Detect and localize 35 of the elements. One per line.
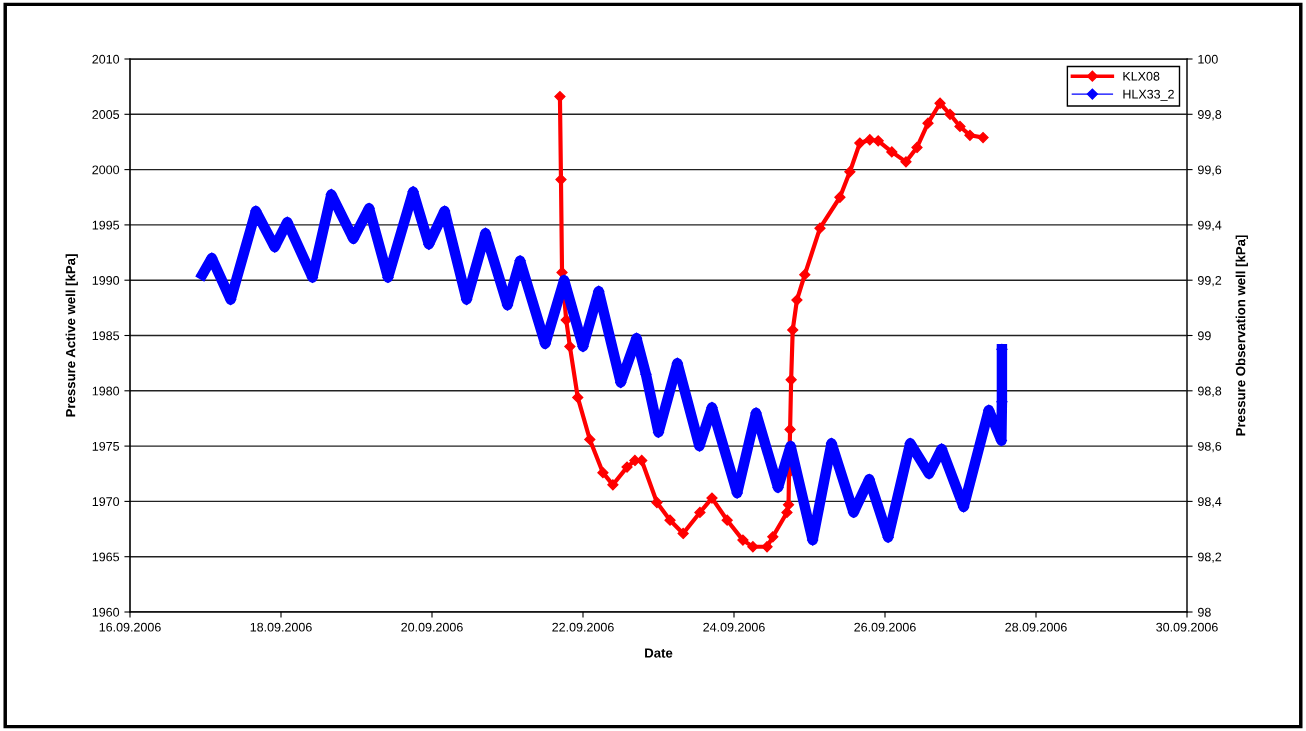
y-tick-label: 1970 — [92, 497, 120, 507]
y2-tick-label: 98,6 — [1198, 441, 1222, 453]
legend-label: HLX33_2 — [1123, 89, 1174, 101]
y2-tick-label: 99 — [1198, 331, 1211, 341]
x-tick-label: 20.09.2006 — [401, 622, 463, 632]
x-tick-label: 30.09.2006 — [1156, 622, 1218, 632]
x-tick-label: 24.09.2006 — [703, 622, 765, 632]
y-tick-label: 1960 — [92, 607, 120, 617]
y2-tick-label: 98,2 — [1198, 552, 1222, 563]
y2-axis-title: Pressure Observation well [kPa] — [1235, 235, 1248, 436]
y-tick-label: 1995 — [92, 220, 120, 230]
x-tick-label: 16.09.2006 — [99, 622, 161, 632]
y-tick-label: 1980 — [92, 386, 120, 396]
x-tick-label: 18.09.2006 — [250, 622, 312, 632]
x-tick-label: 26.09.2006 — [854, 622, 916, 632]
x-axis-title: Date — [645, 648, 673, 658]
y-tick-label: 2005 — [92, 110, 120, 119]
y2-tick-label: 99,6 — [1198, 165, 1222, 176]
legend-label: KLX08 — [1123, 71, 1160, 81]
y2-tick-label: 100 — [1198, 54, 1218, 64]
y-tick-label: 2010 — [92, 54, 120, 64]
y2-tick-label: 98 — [1198, 607, 1211, 617]
y2-tick-label: 99,8 — [1198, 110, 1222, 121]
y-tick-label: 1990 — [92, 276, 120, 285]
y2-tick-label: 98,8 — [1198, 386, 1222, 397]
y-tick-label: 1985 — [92, 331, 120, 341]
y-tick-label: 1975 — [92, 441, 120, 451]
y2-tick-label: 99,4 — [1198, 220, 1222, 232]
y-axis-title: Pressure Active well [kPa] — [65, 254, 78, 417]
x-tick-label: 28.09.2006 — [1005, 622, 1067, 632]
y2-tick-label: 98,4 — [1198, 497, 1222, 508]
x-tick-label: 22.09.2006 — [552, 622, 614, 632]
y-tick-label: 2000 — [92, 165, 120, 175]
y-tick-label: 1965 — [92, 552, 120, 562]
y2-tick-label: 99,2 — [1198, 276, 1222, 287]
